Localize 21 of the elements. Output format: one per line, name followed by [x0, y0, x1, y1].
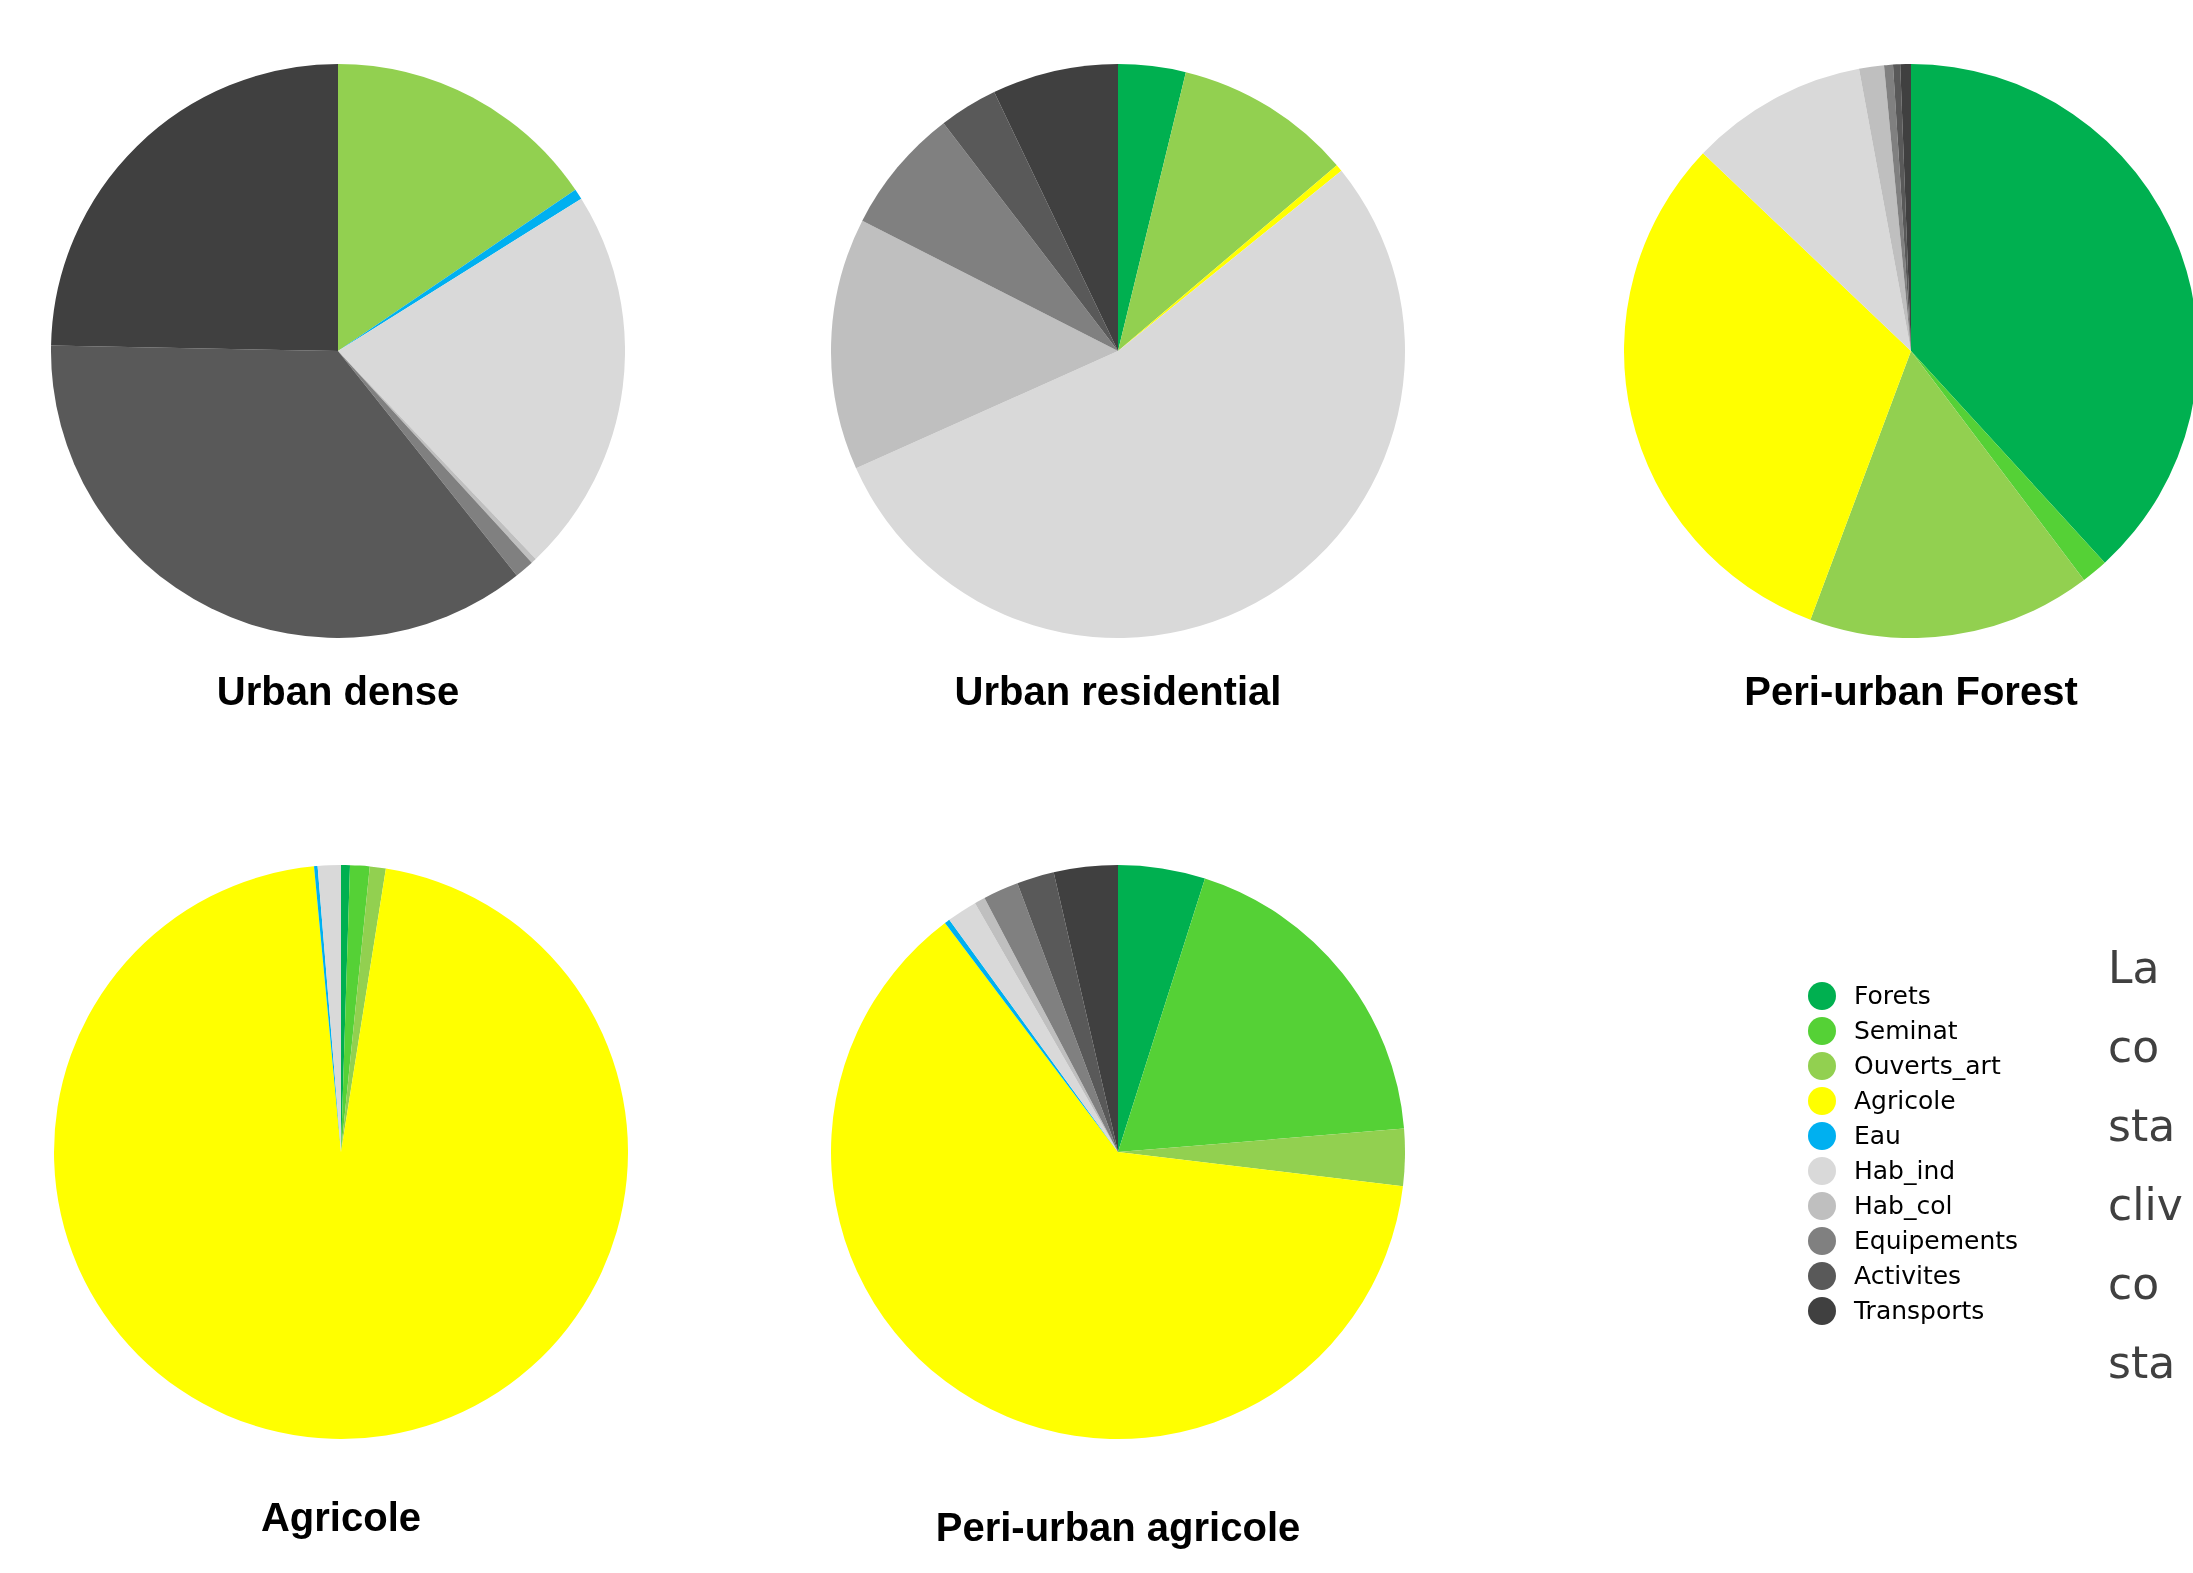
legend-label: Hab_ind [1854, 1156, 1956, 1185]
text: La [2108, 941, 2161, 995]
text: Urban dense [215, 669, 461, 714]
text: Agricole [259, 1495, 422, 1540]
text: sta [2108, 1099, 2177, 1153]
legend-label: Activites [1854, 1261, 1962, 1290]
legend-label: Transports [1854, 1296, 1985, 1325]
legend-label: Agricole [1854, 1086, 1956, 1115]
text: co [2108, 1257, 2161, 1311]
legend-label: Forets [1854, 981, 1931, 1010]
legend-label: Seminat [1854, 1016, 1958, 1045]
legend-label: Equipements [1854, 1226, 2019, 1255]
legend-label: Ouverts_art [1854, 1051, 2001, 1080]
text: Peri-urban Forest [1743, 669, 2079, 714]
text: Peri-urban agricole [934, 1505, 1302, 1550]
text: cliv [2108, 1178, 2183, 1232]
legend-label: Eau [1854, 1121, 1901, 1150]
text: co [2108, 1020, 2161, 1074]
legend-label: Hab_col [1854, 1191, 1953, 1220]
text: sta [2108, 1336, 2177, 1390]
text: Urban residential [953, 669, 1283, 714]
